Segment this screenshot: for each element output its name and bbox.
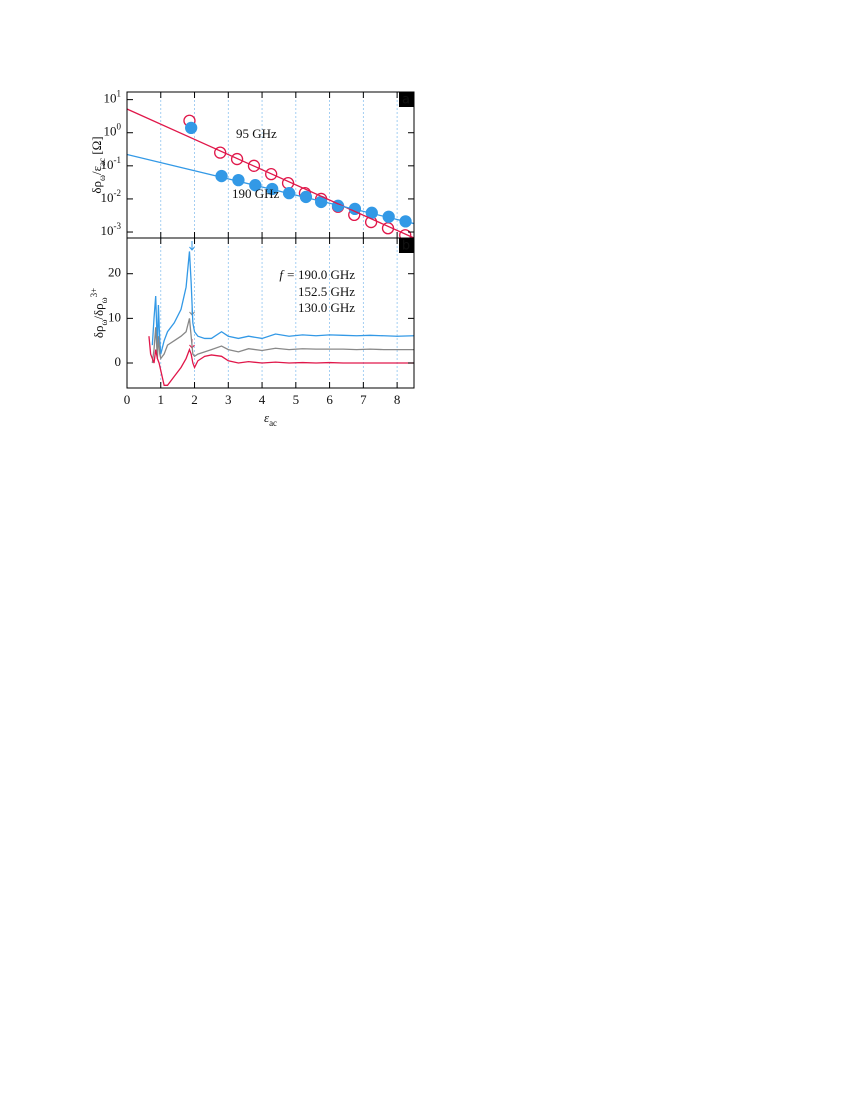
y-tick-exponent: -2 — [114, 188, 122, 198]
y-tick-exponent: -1 — [114, 155, 122, 165]
x-tick-label: 2 — [191, 392, 198, 407]
panel-tag: a — [402, 93, 410, 108]
legend-entry: 130.0 GHz — [298, 300, 355, 315]
label-part: δρ — [91, 326, 106, 339]
y-tick-label: 10-2 — [101, 188, 122, 205]
y-tick-base: 10 — [101, 223, 114, 238]
y-tick-label: 101 — [104, 89, 122, 106]
line — [148, 336, 414, 386]
y-tick-exponent: 1 — [117, 89, 122, 99]
x-axis-label: εac — [264, 410, 277, 428]
label-part: ac — [269, 418, 277, 428]
x-tick-label: 4 — [259, 392, 266, 407]
annotation: 190 GHz — [232, 186, 280, 201]
frame — [126, 237, 415, 389]
label-part: ω — [99, 297, 109, 303]
annotation: 95 GHz — [236, 126, 277, 141]
label-part: /δρ — [91, 303, 106, 319]
marker — [185, 121, 198, 135]
x-tick-label: 3 — [225, 392, 232, 407]
panel-tag-box — [399, 238, 414, 253]
y-tick-base: 10 — [101, 157, 114, 172]
label-part: ω — [99, 320, 109, 326]
y-tick-label: 0 — [115, 354, 122, 369]
line — [151, 251, 414, 355]
panel-tag-box — [399, 92, 414, 107]
label-part: ac — [97, 158, 107, 166]
y-tick-label: 100 — [104, 122, 122, 139]
legend-title: f = — [279, 267, 295, 282]
y-axis-label: δρω/δρω3+ — [89, 288, 109, 338]
plot-area — [127, 92, 414, 238]
x-tick-label: 6 — [326, 392, 333, 407]
line — [127, 108, 414, 238]
label-part: δρ — [89, 181, 104, 194]
y-tick-base: 10 — [104, 124, 117, 139]
y-tick-exponent: 0 — [117, 122, 122, 132]
label-part: ω — [97, 175, 107, 181]
y-tick-base: 10 — [101, 190, 114, 205]
line — [127, 153, 414, 225]
legend-entry: 190.0 GHz — [298, 267, 355, 282]
line — [151, 318, 414, 364]
x-tick-label: 0 — [124, 392, 131, 407]
y-tick-exponent: -3 — [114, 221, 122, 231]
label-part: [Ω] — [89, 136, 104, 158]
y-axis-label: δρω/εac [Ω] — [89, 136, 107, 193]
x-tick-label: 5 — [293, 392, 300, 407]
legend-entry: 152.5 GHz — [298, 284, 355, 299]
x-tick-label: 7 — [360, 392, 367, 407]
panel-tag: b — [402, 239, 410, 254]
label-part: /ε — [89, 165, 104, 175]
y-tick-label: 20 — [108, 265, 121, 280]
arrow — [189, 241, 195, 251]
label-part: ε — [264, 410, 270, 425]
label-part: 3+ — [89, 288, 99, 298]
y-tick-label: 10 — [108, 309, 121, 324]
plot-area — [148, 238, 414, 388]
y-tick-base: 10 — [104, 91, 117, 106]
y-tick-label: 10-1 — [101, 155, 122, 172]
x-tick-label: 1 — [158, 392, 165, 407]
x-tick-label: 8 — [394, 392, 401, 407]
y-tick-label: 10-3 — [101, 221, 122, 238]
